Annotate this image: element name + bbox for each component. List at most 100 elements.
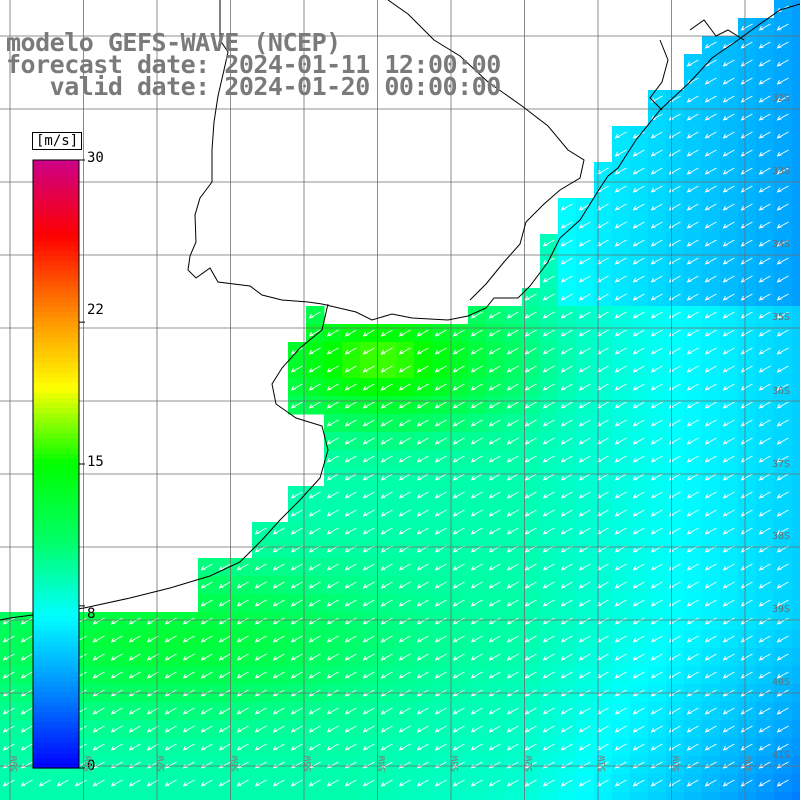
wind-arrow: [561, 275, 573, 283]
wind-arrow-head: [578, 745, 584, 751]
wind-arrow: [453, 401, 465, 409]
wind-arrow: [723, 743, 735, 751]
colorbar-strip: [33, 286, 79, 293]
wind-arrow: [597, 419, 609, 427]
wind-arrow: [489, 347, 501, 355]
wind-arrow: [399, 473, 411, 481]
wind-arrow-head: [722, 349, 728, 355]
wind-arrow-head: [722, 439, 728, 445]
wind-arrow-head: [524, 529, 530, 535]
wind-arrow: [435, 383, 447, 391]
wind-arrow: [453, 725, 465, 733]
wind-arrow-head: [110, 781, 116, 787]
wind-arrow-head: [398, 709, 404, 715]
wind-arrow-head: [740, 133, 746, 139]
wind-arrow-head: [290, 601, 296, 607]
wind-arrow: [345, 455, 357, 463]
wind-arrow-head: [560, 367, 566, 373]
wind-arrow: [345, 491, 357, 499]
wind-arrow-head: [470, 475, 476, 481]
wind-arrow-head: [650, 259, 656, 265]
wind-arrow-head: [362, 583, 368, 589]
wind-arrow-head: [542, 763, 548, 769]
wind-arrow-head: [560, 493, 566, 499]
wind-arrow: [705, 761, 717, 769]
wind-arrow: [489, 563, 501, 571]
wind-arrow: [471, 761, 483, 769]
wind-arrow-head: [110, 637, 116, 643]
title-valid-date: valid date: 2024-01-20 00:00:00: [6, 72, 502, 101]
wind-arrow: [759, 365, 771, 373]
wind-arrow: [741, 671, 753, 679]
wind-arrow-head: [362, 637, 368, 643]
wind-arrow: [237, 653, 249, 661]
wind-arrow-head: [758, 133, 764, 139]
wind-arrow-head: [614, 295, 620, 301]
wind-arrow-head: [20, 745, 26, 751]
wind-arrow: [651, 527, 663, 535]
wind-arrow-head: [488, 637, 494, 643]
wind-arrow: [741, 131, 753, 139]
colorbar-strip: [33, 605, 79, 612]
wind-arrow: [759, 653, 771, 661]
colorbar-strip: [33, 636, 79, 642]
wind-arrow-head: [20, 655, 26, 661]
wind-arrow-head: [344, 619, 350, 625]
wind-arrow-head: [668, 277, 674, 283]
wind-arrow: [759, 635, 771, 643]
wind-arrow: [741, 635, 753, 643]
wind-arrow-head: [776, 97, 782, 103]
field-cell: [792, 756, 800, 775]
wind-arrow: [489, 509, 501, 517]
colorbar-strip: [33, 200, 79, 207]
wind-arrow-head: [434, 367, 440, 373]
wind-arrow-head: [740, 115, 746, 121]
wind-arrow: [237, 617, 249, 625]
wind-arrow: [489, 707, 501, 715]
wind-arrow-head: [632, 727, 638, 733]
wind-arrow: [651, 329, 663, 337]
wind-arrow-head: [506, 781, 512, 787]
wind-arrow-head: [254, 781, 260, 787]
wind-arrow: [777, 293, 789, 301]
wind-arrow-head: [326, 349, 332, 355]
wind-arrow: [327, 581, 339, 589]
wind-arrow: [741, 257, 753, 265]
wind-arrow-head: [722, 637, 728, 643]
wind-arrow-head: [758, 313, 764, 319]
wind-arrow: [561, 365, 573, 373]
wind-arrow-head: [650, 439, 656, 445]
wind-arrow-head: [218, 727, 224, 733]
wind-arrow-head: [758, 475, 764, 481]
wind-arrow: [597, 563, 609, 571]
colorbar-strip: [33, 342, 79, 349]
wind-arrow-head: [308, 511, 314, 517]
wind-arrow: [633, 383, 645, 391]
wind-arrow-head: [524, 475, 530, 481]
wind-arrow-head: [686, 385, 692, 391]
wind-arrow-head: [164, 709, 170, 715]
colorbar-strip: [33, 190, 79, 197]
wind-arrow-head: [740, 637, 746, 643]
colorbar-strip: [33, 616, 79, 622]
wind-arrow-head: [632, 493, 638, 499]
wind-arrow-head: [290, 493, 296, 499]
wind-arrow-head: [704, 349, 710, 355]
wind-arrow-head: [488, 655, 494, 661]
wind-arrow-head: [110, 727, 116, 733]
wind-arrow: [471, 617, 483, 625]
wind-arrow-head: [614, 385, 620, 391]
wind-arrow: [633, 761, 645, 769]
wind-arrow: [435, 743, 447, 751]
field-cell: [288, 792, 307, 800]
wind-arrow-head: [650, 403, 656, 409]
wind-arrow: [597, 401, 609, 409]
field-cell: [792, 72, 800, 91]
wind-arrow-head: [344, 529, 350, 535]
wind-arrow-head: [740, 205, 746, 211]
wind-arrow-head: [308, 367, 314, 373]
wind-arrow: [489, 419, 501, 427]
wind-arrow-head: [524, 655, 530, 661]
wind-arrow-head: [506, 655, 512, 661]
wind-arrow: [777, 113, 789, 121]
